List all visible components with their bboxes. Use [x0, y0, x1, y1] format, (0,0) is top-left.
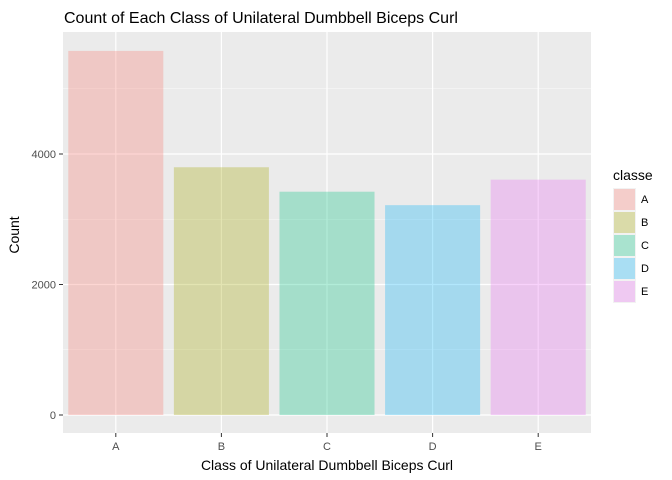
x-axis-ticks: A B C D E [112, 433, 542, 453]
y-axis-ticks: 0 2000 4000 [32, 149, 63, 422]
chart-title: Count of Each Class of Unilateral Dumbbe… [64, 10, 458, 27]
legend-swatch-d [614, 258, 635, 279]
legend-swatch-b [614, 212, 635, 233]
y-tick-label: 2000 [32, 280, 56, 292]
x-tick-label: D [429, 441, 437, 453]
major-gridlines [63, 32, 591, 433]
legend-label: D [641, 263, 649, 275]
x-tick-label: E [535, 441, 542, 453]
legend-label: E [641, 286, 648, 298]
bar-c [279, 191, 375, 415]
legend-label: A [641, 194, 649, 206]
legend-key-background [613, 257, 636, 280]
bar-d [385, 205, 481, 415]
legend-key-background [613, 280, 636, 303]
legend-swatch-a [614, 189, 635, 210]
legend-swatch-c [614, 235, 635, 256]
legend-key-background [613, 234, 636, 257]
bar-b [173, 167, 269, 415]
x-tick-label: C [323, 441, 331, 453]
x-tick-label: A [112, 441, 120, 453]
legend-title: classe [613, 167, 653, 183]
bar-e [490, 179, 586, 415]
legend-label: C [641, 240, 649, 252]
legend-key-background [613, 188, 636, 211]
bar-a [68, 50, 164, 415]
x-axis-title: Class of Unilateral Dumbbell Biceps Curl [201, 457, 453, 473]
x-tick-label: B [218, 441, 225, 453]
y-axis-title: Count [6, 216, 22, 253]
y-tick-label: 4000 [32, 149, 56, 161]
legend-swatch-e [614, 281, 635, 302]
y-tick-label: 0 [50, 410, 56, 422]
legend-key-background [613, 211, 636, 234]
legend-label: B [641, 217, 648, 229]
bars [68, 50, 586, 415]
